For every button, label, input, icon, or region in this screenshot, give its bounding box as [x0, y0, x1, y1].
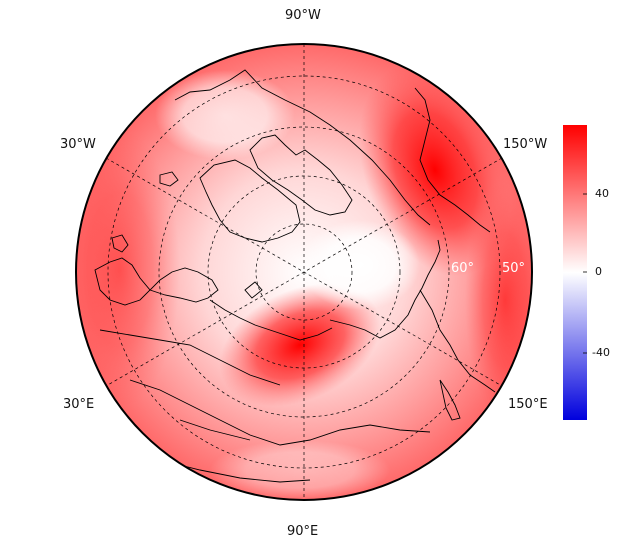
british-isles-coast: [111, 234, 129, 253]
europe-coast: [94, 257, 151, 306]
lon-label-bottom: 90°E: [287, 524, 319, 539]
colorbar-label-minus-40: -40: [592, 346, 610, 359]
scandinavia-coast: [149, 267, 219, 303]
alaska-coast: [414, 87, 491, 233]
arctic-islands-coast: [249, 134, 353, 216]
greenland-coast: [199, 159, 301, 243]
latitude-circle-50: [107, 75, 501, 469]
map-border: [75, 43, 533, 501]
lat-label-60: 60°: [451, 261, 475, 276]
lon-label-lower-right: 150°E: [508, 397, 548, 412]
novaya-zemlya-coast: [244, 281, 263, 299]
colorbar-label-40: 40: [595, 187, 609, 200]
lon-label-lower-left: 30°E: [63, 397, 95, 412]
iceland-coast: [159, 171, 179, 187]
meridian-150-330: [105, 157, 503, 387]
lon-label-upper-right: 150°W: [503, 137, 548, 152]
latitude-circle-80: [255, 223, 353, 321]
lat-label-50: 50°: [502, 261, 526, 276]
siberia-coast: [329, 239, 441, 339]
colorbar-gradient: [563, 125, 587, 420]
colorbar-label-0: 0: [595, 265, 602, 278]
lon-label-top: 90°W: [285, 8, 321, 23]
colorbar: [563, 125, 587, 420]
north-america-coast: [174, 69, 431, 226]
japan-coast: [439, 379, 461, 421]
latitude-circle-60: [158, 126, 450, 418]
kamchatka-coast: [419, 289, 496, 393]
eurasia-north-coast: [209, 299, 333, 341]
lon-label-upper-left: 30°W: [60, 137, 96, 152]
asia-interior-borders: [99, 329, 431, 483]
graticule: [105, 44, 503, 500]
coastlines: [94, 69, 496, 483]
